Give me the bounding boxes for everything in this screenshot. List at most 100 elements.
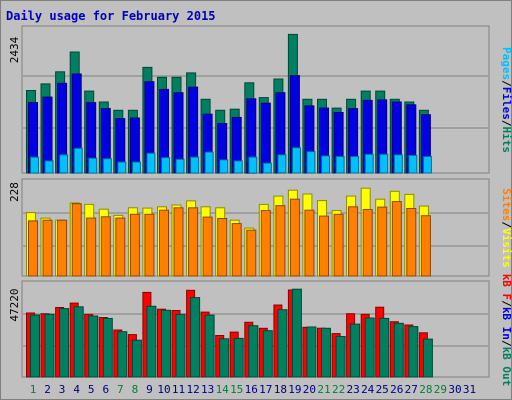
bar-sites-day-25: [377, 206, 388, 277]
bar-sites-day-10: [159, 209, 169, 277]
mid-legend: Sites/Visits: [500, 188, 512, 268]
bar-pages-day-1: [30, 156, 39, 174]
legend-item: Pages: [500, 47, 512, 80]
bar-pages-day-4: [73, 147, 83, 174]
bar-sites-day-28: [420, 215, 431, 277]
bar-sites-day-1: [28, 220, 38, 277]
bar-sites-day-6: [100, 216, 111, 277]
bar-sites-day-27: [406, 208, 417, 277]
bar-kbytes-out-day-17: [262, 330, 273, 378]
bar-pages-day-18: [277, 154, 287, 174]
x-label-day-18: 18: [274, 383, 287, 396]
top-legend: Pages/Files/Hits: [500, 47, 512, 153]
bar-kbytes-out-day-21: [321, 327, 331, 378]
bar-sites-day-15: [231, 223, 242, 277]
mid-ymax-label: 228: [8, 182, 21, 202]
bar-sites-day-4: [71, 203, 82, 277]
x-label-day-24: 24: [361, 383, 375, 396]
bar-kbytes-out-day-1: [30, 314, 40, 378]
bar-pages-day-28: [422, 156, 432, 174]
bar-kbytes-out-day-27: [408, 326, 419, 378]
bar-pages-day-20: [306, 151, 316, 174]
bar-pages-day-6: [102, 158, 112, 174]
bar-kbytes-out-day-18: [277, 309, 288, 378]
bar-pages-day-27: [408, 154, 418, 174]
bar-pages-day-14: [219, 159, 229, 174]
bar-pages-day-12: [190, 156, 200, 174]
chart-title: Daily usage for February 2015: [6, 9, 216, 23]
legend-item: Visits: [500, 228, 512, 268]
bar-pages-day-16: [248, 156, 258, 174]
x-label-day-30: 30: [448, 383, 461, 396]
x-label-day-16: 16: [245, 383, 258, 396]
bar-pages-day-9: [146, 152, 156, 174]
bar-kbytes-out-day-14: [219, 338, 230, 378]
bar-pages-day-21: [321, 155, 330, 174]
bar-kbytes-out-day-3: [59, 308, 70, 378]
x-label-day-7: 7: [117, 383, 124, 396]
bar-sites-day-7: [115, 217, 126, 277]
bar-kbytes-out-day-24: [364, 317, 375, 378]
bar-pages-day-3: [59, 154, 69, 174]
bar-kbytes-out-day-11: [175, 313, 186, 378]
top-ymax-label: 2434: [8, 36, 21, 63]
bar-sites-day-14: [217, 218, 228, 277]
bar-pages-day-5: [88, 157, 98, 174]
bar-sites-day-16: [246, 229, 257, 277]
x-label-day-31: 31: [463, 383, 476, 396]
bar-kbytes-out-day-2: [44, 313, 55, 378]
x-label-day-11: 11: [172, 383, 185, 396]
bar-kbytes-out-day-9: [146, 305, 157, 378]
x-label-day-25: 25: [376, 383, 389, 396]
bar-kbytes-out-day-19: [291, 288, 302, 378]
bar-kbytes-out-day-7: [117, 331, 128, 378]
bar-files-day-17: [260, 102, 271, 174]
bar-sites-day-20: [304, 209, 315, 277]
bar-pages-day-26: [393, 154, 403, 174]
x-label-day-22: 22: [332, 383, 345, 396]
x-label-day-26: 26: [390, 383, 403, 396]
legend-item: /: [500, 221, 512, 228]
bar-sites-day-22: [333, 213, 344, 277]
x-label-day-29: 29: [434, 383, 447, 396]
bar-sites-day-19: [289, 198, 300, 277]
bar-pages-day-8: [131, 161, 141, 174]
bar-kbytes-out-day-23: [350, 323, 361, 378]
bar-kbytes-out-day-6: [102, 317, 113, 378]
bar-pages-day-13: [204, 151, 214, 174]
x-label-day-13: 13: [201, 383, 214, 396]
bar-kbytes-out-day-22: [335, 336, 346, 378]
bar-kbytes-out-day-25: [379, 317, 390, 378]
legend-item: Sites: [500, 188, 512, 221]
day-axis-labels: 1 2 3 4 5 6 7 8 9 10 11 12 13 14 15 16 17 18 19 20 21 22 23 24 2…: [30, 383, 476, 396]
x-label-day-21: 21: [317, 383, 330, 396]
bar-pages-day-11: [175, 158, 185, 174]
bar-kbytes-out-day-12: [190, 297, 201, 378]
bar-pages-day-19: [291, 147, 301, 174]
legend-item: /: [500, 120, 512, 127]
x-label-day-4: 4: [73, 383, 80, 396]
x-label-day-20: 20: [303, 383, 316, 396]
bar-pages-day-10: [161, 157, 170, 174]
x-label-day-28: 28: [419, 383, 432, 396]
bot-legend: kB F/kB In/kB Out: [500, 274, 512, 387]
legend-item: Hits: [500, 127, 512, 154]
bar-pages-day-25: [379, 153, 389, 174]
bar-kbytes-out-day-10: [161, 309, 171, 378]
hits-files-pages-panel: 2434 Pages/Files/Hits: [8, 25, 512, 174]
bar-sites-day-26: [391, 201, 402, 277]
x-label-day-10: 10: [157, 383, 170, 396]
x-label-day-17: 17: [259, 383, 272, 396]
x-label-day-6: 6: [102, 383, 109, 396]
x-label-day-9: 9: [146, 383, 153, 396]
bar-kbytes-out-day-5: [88, 315, 99, 378]
bar-pages-day-15: [233, 160, 243, 174]
bar-sites-day-8: [129, 213, 140, 277]
bar-sites-day-13: [202, 216, 213, 277]
legend-item: /: [500, 340, 512, 347]
x-label-day-14: 14: [216, 383, 230, 396]
legend-item: /: [500, 80, 512, 87]
bar-kbytes-out-day-16: [248, 325, 259, 378]
